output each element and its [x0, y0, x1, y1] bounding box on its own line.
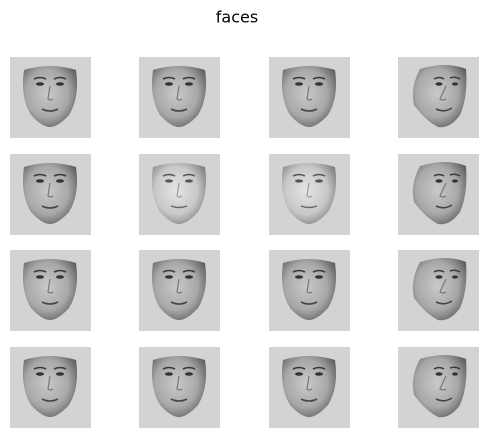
face-tile — [398, 347, 479, 428]
face-tile — [139, 154, 220, 235]
face-tile — [139, 250, 220, 331]
face-tile — [10, 57, 91, 138]
face-tile — [269, 347, 350, 428]
face-tile — [398, 250, 479, 331]
face-tile — [269, 57, 350, 138]
face-tile — [398, 154, 479, 235]
face-tile — [10, 154, 91, 235]
face-tile — [10, 250, 91, 331]
face-tile — [269, 154, 350, 235]
face-tile — [398, 57, 479, 138]
face-tile — [10, 347, 91, 428]
figure-title: faces — [216, 8, 258, 27]
face-tile — [139, 347, 220, 428]
face-tile — [269, 250, 350, 331]
face-tile — [139, 57, 220, 138]
